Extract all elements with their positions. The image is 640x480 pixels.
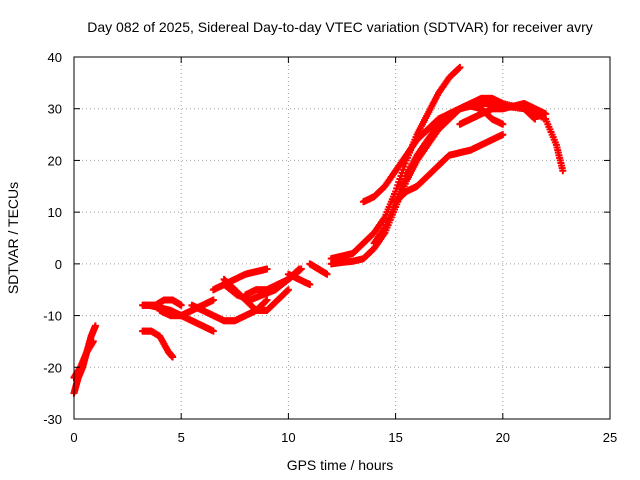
y-tick-label: 20 bbox=[48, 153, 62, 168]
chart-title: Day 082 of 2025, Sidereal Day-to-day VTE… bbox=[87, 19, 593, 35]
data-point bbox=[91, 322, 99, 330]
series-arc bbox=[456, 100, 550, 128]
y-tick-label: 30 bbox=[48, 102, 62, 117]
data-point bbox=[177, 301, 185, 309]
data-point bbox=[89, 337, 97, 345]
data-point bbox=[262, 297, 270, 305]
data-point bbox=[456, 63, 464, 71]
data-point bbox=[263, 296, 271, 304]
series-arc bbox=[70, 337, 97, 382]
series-arc bbox=[139, 327, 177, 361]
x-tick-label: 0 bbox=[70, 430, 77, 445]
data-point bbox=[283, 287, 291, 295]
x-tick-label: 25 bbox=[603, 430, 617, 445]
series-arc bbox=[284, 270, 314, 289]
data-point bbox=[499, 120, 507, 128]
x-tick-label: 15 bbox=[388, 430, 402, 445]
y-tick-label: -20 bbox=[43, 360, 62, 375]
data-point bbox=[323, 270, 331, 278]
data-point bbox=[209, 327, 217, 335]
data-point bbox=[530, 114, 538, 122]
data-point bbox=[559, 167, 567, 175]
series-arc bbox=[392, 131, 507, 206]
y-axis-label: SDTVAR / TECUs bbox=[5, 182, 21, 294]
data-point bbox=[209, 296, 217, 304]
data-point bbox=[306, 281, 314, 289]
x-tick-label: 10 bbox=[281, 430, 295, 445]
data-point bbox=[284, 286, 292, 294]
y-tick-label: 10 bbox=[48, 205, 62, 220]
series-arc bbox=[242, 265, 303, 299]
data-point bbox=[455, 64, 463, 72]
y-tick-label: -10 bbox=[43, 309, 62, 324]
data-point bbox=[499, 131, 507, 139]
data-points bbox=[70, 63, 567, 397]
series-arc bbox=[306, 260, 331, 278]
data-point bbox=[263, 265, 271, 273]
plot-frame bbox=[73, 56, 611, 420]
data-point bbox=[542, 110, 550, 118]
y-tick-label: 0 bbox=[55, 257, 62, 272]
x-tick-label: 20 bbox=[496, 430, 510, 445]
data-point bbox=[295, 265, 303, 273]
x-tick-label: 5 bbox=[178, 430, 185, 445]
axis-ticks: 0 5 10 15 20 25 -30 -20 -10 0 10 20 30 40 bbox=[43, 50, 617, 445]
data-point bbox=[531, 115, 539, 123]
y-tick-label: -30 bbox=[43, 412, 62, 427]
data-point bbox=[294, 266, 302, 274]
y-tick-label: 40 bbox=[48, 50, 62, 65]
x-axis-label: GPS time / hours bbox=[287, 457, 394, 473]
data-point bbox=[169, 353, 177, 361]
